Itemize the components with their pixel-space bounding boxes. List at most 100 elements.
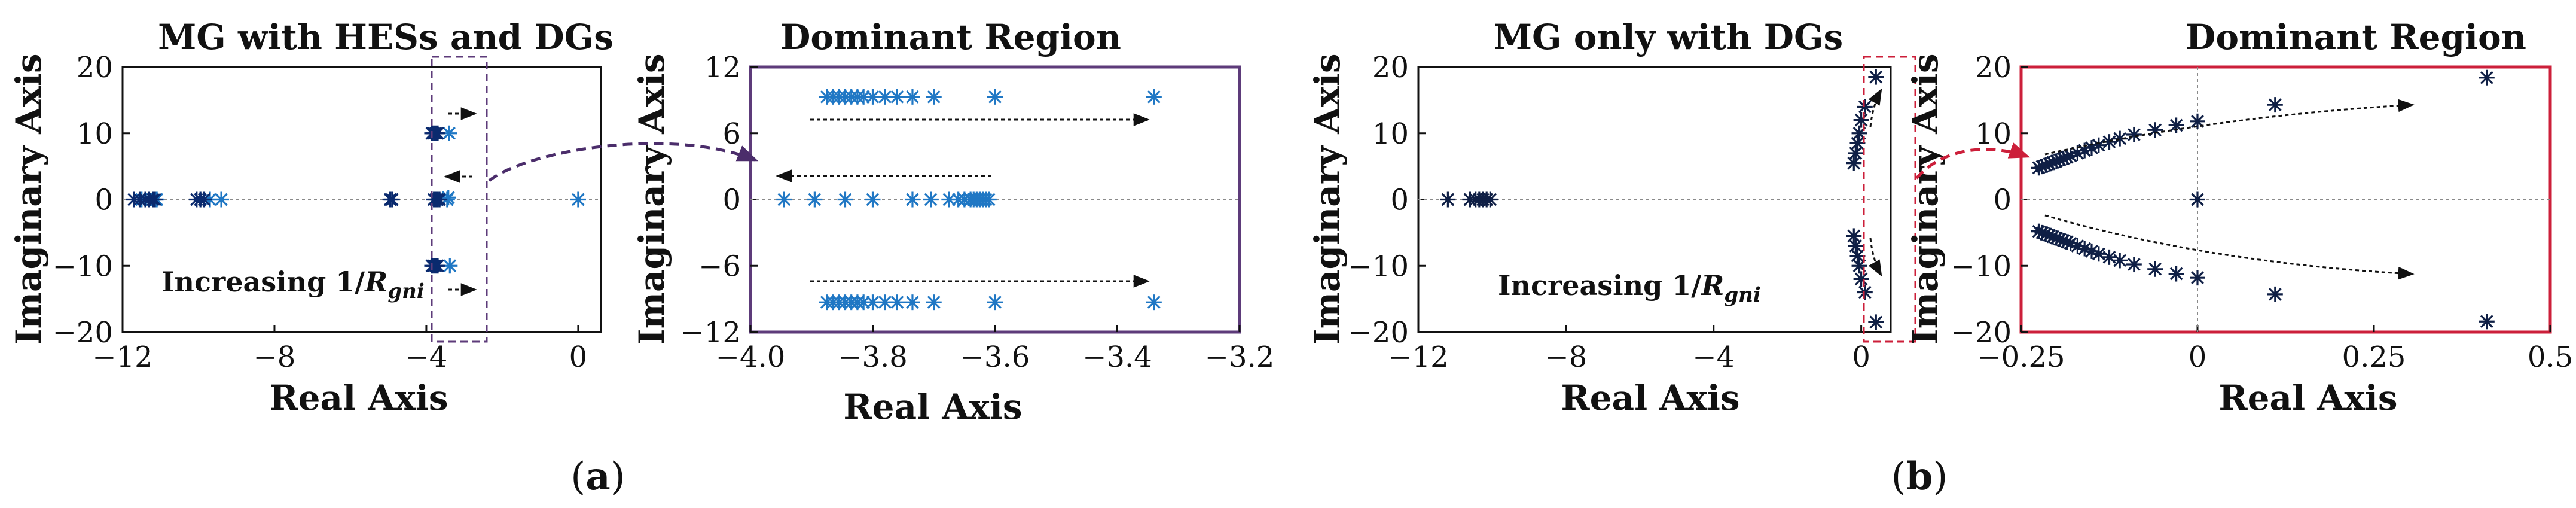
chart-title: MG with HESs and DGs [158,17,614,57]
pole-marker [837,191,853,208]
pole-marker [1848,238,1864,254]
y-tick-label: −20 [1951,316,2012,349]
y-tick-label: 20 [77,51,113,84]
chart-panel-dgs-only: MG only with DGs −12 −8 −4 0 20 10 0 −10 −20 Ima… [1307,17,1916,418]
x-axis-label: Real Axis [1561,378,1739,418]
x-axis-label: Real Axis [2218,378,2397,418]
y-tick-label: 12 [704,51,741,84]
pole-marker [923,191,939,208]
caption-b: (b) [1891,454,1948,499]
pole-marker [904,294,920,311]
x-tick-label: −3.2 [1205,340,1275,374]
x-tick-label: 0 [569,340,588,374]
pole-marker [196,191,212,208]
increasing-annotation: Increasing 1/Rgni [161,266,425,303]
y-tick-label: 0 [94,184,113,217]
pole-marker [926,89,942,105]
y-tick-label: −20 [1348,316,1409,349]
x-axis-label: Real Axis [269,378,448,418]
y-tick-label: 20 [1372,51,1409,84]
x-tick-label: 0 [2189,340,2207,374]
chart-panel-dominant-region-b: Dominant Region −0.25 0 0.25 0.5 20 10 0 −10 −20… [1905,17,2573,418]
pole-marker [2126,126,2142,142]
increase-arrow [1868,238,1882,277]
pole-marker [2168,266,2184,282]
pole-marker [1853,271,1869,287]
pole-marker [1846,155,1862,171]
chart-panel-dominant-region-a: Dominant Region −4.0 −3.8 −3.6 −3.4 −3.2 12 6 0… [631,17,1274,427]
y-tick-label: −10 [1348,250,1409,283]
y-axis-label: Imaginary Axis [1307,53,1348,345]
axis-ticks: −12 −8 −4 0 20 10 0 −10 −20 [53,51,587,374]
pole-marker [213,191,230,208]
pole-marker [1482,191,1498,208]
dominant-region-box [431,56,488,343]
y-tick-label: −12 [680,316,741,349]
pole-marker [1853,112,1869,128]
x-tick-label: −12 [1388,340,1448,374]
pole-markers [776,89,1162,311]
pole-marker [1848,145,1864,161]
pole-marker [1851,125,1867,141]
pole-marker [2112,130,2128,147]
x-tick-label: −4.0 [716,340,786,374]
axis-ticks: −4.0 −3.8 −3.6 −3.4 −3.2 12 6 0 −6 −12 [680,51,1275,374]
pole-marker [776,191,792,208]
pole-marker [904,89,920,105]
pole-marker [2090,137,2107,153]
x-tick-label: −4 [405,340,448,374]
pole-markers [2031,69,2495,330]
pole-marker [904,191,920,208]
pole-markers [126,125,586,274]
zero-line [2021,67,2550,332]
x-tick-label: −3.8 [838,340,908,374]
pole-marker [2190,113,2205,129]
pole-marker [1849,135,1866,151]
increasing-annotation: Increasing 1/Rgni [1498,269,1761,307]
pole-marker [1868,69,1884,85]
y-axis-label: Imaginary Axis [631,53,672,345]
y-tick-label: 6 [722,117,741,151]
y-tick-label: −10 [1951,250,2012,283]
y-axis-label: Imaginary Axis [8,53,49,345]
trend-arrow [2044,214,2415,280]
pole-marker [429,125,445,141]
x-tick-label: −8 [1545,340,1587,374]
pole-marker [1849,248,1866,264]
pole-marker [2101,249,2117,265]
pole-marker [1146,294,1162,311]
y-tick-label: −10 [53,250,113,283]
y-tick-label: 20 [1975,51,2012,84]
x-tick-label: 0.5 [2528,340,2573,374]
chart-title: Dominant Region [780,17,1121,57]
pole-marker [1857,284,1873,300]
pole-marker [2267,97,2283,113]
x-tick-label: −3.4 [1082,340,1152,374]
pole-marker [926,294,942,311]
dominant-region-box [1863,56,1916,343]
pole-marker [384,191,400,208]
pole-marker [146,191,163,208]
y-tick-label: 0 [722,184,741,217]
y-tick-label: 0 [1390,184,1409,217]
pole-markers [1440,69,1884,330]
pole-marker [1846,228,1862,244]
pole-marker [2190,191,2205,208]
pole-marker [987,294,1003,311]
y-tick-label: 10 [1975,117,2012,151]
y-tick-label: 10 [77,117,113,151]
x-tick-label: −0.25 [1977,340,2065,374]
pole-marker [440,190,456,206]
pole-marker [570,191,586,208]
trend-arrow [2044,99,2415,156]
pole-marker [1857,99,1873,115]
pole-marker [987,89,1003,105]
y-tick-label: −20 [53,316,113,349]
pole-marker [2084,243,2099,259]
pole-marker [2147,122,2163,138]
chart-panel-hess-dgs: MG with HESs and DGs −12 −8 −4 0 20 10 0 −10 −20… [8,17,614,418]
x-tick-label: 0 [1852,340,1870,374]
y-axis-label: Imaginary Axis [1905,53,1946,345]
pole-marker [2090,246,2107,262]
